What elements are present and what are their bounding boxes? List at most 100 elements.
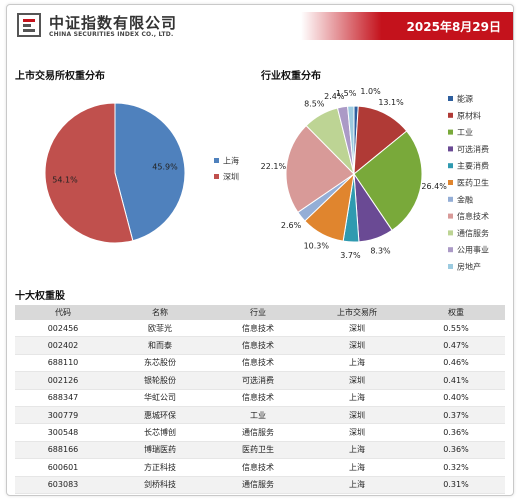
top10-table: 代码 名称 行业 上市交易所 权重 002456 欧菲光 信息技术 深圳 0.55% 0… — [15, 305, 505, 494]
cell-industry: 信息技术 — [209, 336, 307, 355]
legend-swatch — [448, 96, 453, 101]
cell-name: 惠城环保 — [111, 406, 209, 425]
slice-value-label: 2.4% — [324, 92, 345, 101]
cell-industry: 信息技术 — [209, 458, 307, 477]
cell-exchange: 深圳 — [307, 320, 407, 338]
legend-swatch — [448, 196, 453, 202]
cell-code: 688166 — [15, 441, 111, 460]
legend-label: 上海 — [223, 156, 239, 166]
cell-industry: 可选消费 — [209, 371, 307, 390]
cell-weight: 0.55% — [407, 320, 505, 338]
csi-logo-icon — [17, 13, 41, 37]
slice-value-label: 26.4% — [421, 182, 447, 191]
legend-label: 金融 — [457, 194, 473, 204]
cell-exchange: 深圳 — [307, 423, 407, 442]
report-date: 2025年8月29日 — [406, 20, 501, 34]
cell-industry: 信息技术 — [209, 389, 307, 407]
cell-name: 银轮股份 — [111, 371, 209, 390]
table-header-row: 代码 名称 行业 上市交易所 权重 — [15, 305, 505, 320]
legend-swatch — [448, 264, 453, 269]
cell-weight: 0.41% — [407, 371, 505, 390]
report-frame: 中证指数有限公司 CHINA SECURITIES INDEX CO., LTD… — [6, 4, 514, 496]
slice-value-label: 45.9% — [152, 163, 178, 172]
report-header: 中证指数有限公司 CHINA SECURITIES INDEX CO., LTD… — [7, 5, 513, 45]
column-header-weight: 权重 — [407, 305, 505, 320]
legend-label: 公用事业 — [457, 245, 489, 255]
cell-industry: 信息技术 — [209, 354, 307, 373]
cell-exchange: 深圳 — [307, 406, 407, 425]
slice-value-label: 2.6% — [281, 221, 302, 230]
legend-swatch — [448, 180, 453, 185]
cell-exchange: 上海 — [307, 458, 407, 477]
legend-swatch — [448, 129, 453, 135]
cell-code: 603083 — [15, 476, 111, 494]
slice-value-label: 3.7% — [340, 251, 361, 260]
table-row: 688347 华虹公司 信息技术 上海 0.40% — [15, 389, 505, 407]
cell-weight: 0.36% — [407, 423, 505, 442]
legend-swatch — [448, 146, 453, 152]
legend-swatch — [214, 174, 219, 179]
legend-label: 房地产 — [457, 262, 481, 272]
cell-code: 300779 — [15, 406, 111, 425]
slice-value-label: 13.1% — [378, 98, 404, 107]
legend-label: 通信服务 — [457, 228, 489, 238]
cell-weight: 0.31% — [407, 476, 505, 494]
pie-slice — [114, 102, 186, 242]
legend-label: 可选消费 — [457, 144, 489, 154]
slice-value-label: 8.3% — [370, 247, 391, 256]
table-row: 688166 博瑞医药 医药卫生 上海 0.36% — [15, 441, 505, 460]
date-banner — [301, 12, 513, 40]
legend-label: 主要消费 — [457, 161, 489, 171]
exchange-weight-title: 上市交易所权重分布 — [15, 71, 105, 82]
table-row: 600601 方正科技 信息技术 上海 0.32% — [15, 458, 505, 477]
slice-value-label: 22.1% — [261, 162, 287, 171]
cell-code: 002126 — [15, 371, 111, 390]
brand-name: 中证指数有限公司 — [49, 14, 178, 32]
brand-name-english: CHINA SECURITIES INDEX CO., LTD. — [49, 31, 174, 38]
legend-label: 能源 — [457, 94, 473, 104]
legend-label: 原材料 — [457, 110, 481, 120]
cell-industry: 工业 — [209, 406, 307, 425]
cell-weight: 0.36% — [407, 441, 505, 460]
pie-slice — [44, 102, 134, 244]
cell-exchange: 上海 — [307, 476, 407, 494]
cell-code: 002402 — [15, 336, 111, 355]
legend-label: 工业 — [457, 127, 473, 137]
industry-pie-chart: 1.0% 13.1% 26.4% 8.3% 3.7% 10.3% 2.6% 22.1% 8.5%… — [261, 87, 489, 272]
column-header-exchange: 上市交易所 — [307, 305, 407, 320]
cell-name: 方正科技 — [111, 458, 209, 477]
legend-label: 深圳 — [223, 172, 239, 182]
legend-swatch — [448, 163, 453, 169]
legend-swatch — [448, 247, 453, 253]
table-row: 300779 惠城环保 工业 深圳 0.37% — [15, 406, 505, 425]
cell-industry: 医药卫生 — [209, 441, 307, 460]
cell-industry: 通信服务 — [209, 423, 307, 442]
legend-swatch — [448, 213, 453, 219]
cell-name: 欧菲光 — [111, 320, 209, 338]
cell-code: 300548 — [15, 423, 111, 442]
industry-weight-title: 行业权重分布 — [261, 71, 321, 82]
column-header-code: 代码 — [15, 305, 111, 320]
pie-slice — [353, 105, 408, 176]
cell-name: 东芯股份 — [111, 354, 209, 373]
cell-exchange: 上海 — [307, 389, 407, 407]
legend-swatch — [448, 112, 453, 118]
cell-industry: 通信服务 — [209, 476, 307, 494]
cell-weight: 0.46% — [407, 354, 505, 373]
cell-exchange: 深圳 — [307, 336, 407, 355]
cell-name: 和而泰 — [111, 336, 209, 355]
slice-value-label: 1.0% — [360, 87, 381, 96]
cell-code: 600601 — [15, 458, 111, 477]
pie-slice — [353, 130, 423, 232]
cell-name: 剑桥科技 — [111, 476, 209, 494]
top10-title: 十大权重股 — [15, 291, 65, 302]
cell-weight: 0.32% — [407, 458, 505, 477]
pie-slice — [285, 124, 355, 214]
legend-swatch — [448, 230, 453, 236]
slice-value-label: 10.3% — [304, 242, 330, 251]
cell-exchange: 上海 — [307, 354, 407, 373]
cell-exchange: 深圳 — [307, 371, 407, 390]
table-row: 688110 东芯股份 信息技术 上海 0.46% — [15, 354, 505, 373]
legend-label: 信息技术 — [457, 211, 489, 221]
